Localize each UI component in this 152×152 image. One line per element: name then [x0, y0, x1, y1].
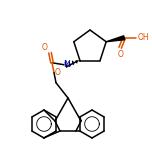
Text: O: O: [117, 50, 123, 59]
Text: O: O: [55, 68, 61, 77]
Text: N: N: [63, 60, 69, 69]
Polygon shape: [106, 36, 125, 42]
Text: O: O: [41, 43, 47, 52]
Text: OH: OH: [137, 33, 149, 42]
